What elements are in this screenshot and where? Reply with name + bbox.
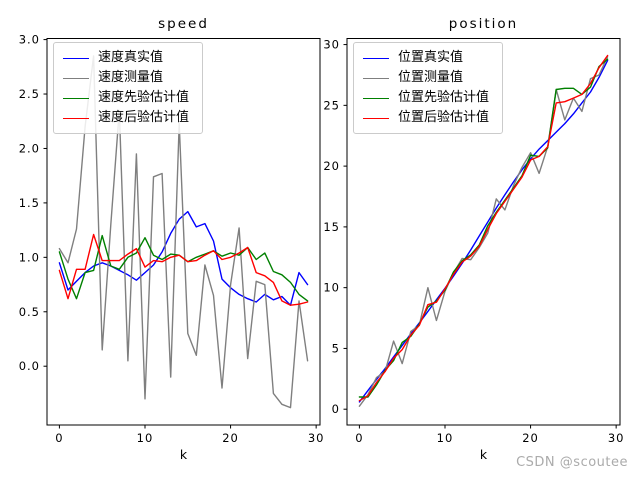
- legend-item-position-posterior-estimate: 位置后验估计值: [363, 108, 489, 128]
- position-posterior-estimate-line: [358, 54, 609, 402]
- y-tick-label: 10: [323, 281, 340, 295]
- y-tick-label: 1.5: [19, 196, 40, 210]
- y-tick-label: 3.0: [19, 33, 40, 47]
- position-prior-estimate-line: [358, 58, 609, 398]
- y-tick-label: 15: [323, 220, 340, 234]
- speed-measured-legend-line-icon: [63, 77, 89, 79]
- speed-measured-line: [58, 55, 309, 409]
- position-true-line: [358, 59, 609, 403]
- axes-frame: [46, 38, 321, 426]
- y-tick-label: 2.0: [19, 141, 40, 155]
- legend-label: 位置先验估计值: [398, 90, 490, 105]
- legend-item-speed-prior-estimate: 速度先验估计值: [63, 88, 189, 108]
- x-tick-label: 30: [308, 431, 325, 445]
- watermark: CSDN @scoutee: [516, 455, 628, 470]
- axes-frame: [346, 38, 621, 426]
- legend-item-position-prior-estimate: 位置先验估计值: [363, 88, 489, 108]
- legend-label: 位置后验估计值: [398, 110, 490, 125]
- legend-item-position-true: 位置真实值: [363, 48, 489, 68]
- legend-label: 速度先验估计值: [98, 90, 190, 105]
- legend-label: 位置真实值: [398, 50, 464, 65]
- x-tick-label: 0: [355, 431, 363, 445]
- speed-true-legend-line-icon: [63, 57, 89, 59]
- legend-label: 速度后验估计值: [98, 110, 190, 125]
- position-legend: 位置真实值位置测量值位置先验估计值 位置后验估计值: [353, 42, 504, 134]
- legend-label: 速度测量值: [98, 70, 164, 85]
- legend-label: 速度真实值: [98, 50, 164, 65]
- legend-item-speed-measured: 速度测量值: [63, 68, 189, 88]
- speed-legend: 速度真实值速度测量值速度先验估计值 速度后验估计值: [53, 42, 204, 134]
- y-tick-label: 0.0: [19, 359, 40, 373]
- position-measured-line: [358, 56, 609, 407]
- x-tick-label: 20: [522, 431, 539, 445]
- y-tick-label: 30: [323, 38, 340, 52]
- legend-item-speed-posterior-estimate: 速度后验估计值: [63, 108, 189, 128]
- y-tick-label: 5: [332, 341, 340, 355]
- position-measured-legend-line-icon: [363, 77, 389, 79]
- speed-posterior-estimate-legend-line-icon: [63, 117, 89, 119]
- position-true-legend-line-icon: [363, 57, 389, 59]
- speed-plot-title: speed: [158, 16, 209, 32]
- position-xaxis-label: k: [479, 447, 488, 462]
- position-plot-title: position: [448, 16, 519, 32]
- x-tick-label: 10: [137, 431, 154, 445]
- speed-posterior-estimate-line: [58, 233, 309, 306]
- y-tick-label: 0: [332, 402, 340, 416]
- legend-item-position-measured: 位置测量值: [363, 68, 489, 88]
- legend-item-speed-true: 速度真实值: [63, 48, 189, 68]
- y-tick-label: 20: [323, 159, 340, 173]
- x-tick-label: 10: [437, 431, 454, 445]
- speed-prior-estimate-legend-line-icon: [63, 97, 89, 99]
- x-tick-label: 20: [222, 431, 239, 445]
- y-tick-label: 1.0: [19, 250, 40, 264]
- y-tick-label: 25: [323, 98, 340, 112]
- position-prior-estimate-legend-line-icon: [363, 97, 389, 99]
- speed-xaxis-label: k: [179, 447, 188, 462]
- x-tick-label: 30: [608, 431, 625, 445]
- position-posterior-estimate-legend-line-icon: [363, 117, 389, 119]
- x-tick-label: 0: [55, 431, 63, 445]
- y-tick-label: 0.5: [19, 305, 40, 319]
- y-tick-label: 2.5: [19, 87, 40, 101]
- legend-label: 位置测量值: [398, 70, 464, 85]
